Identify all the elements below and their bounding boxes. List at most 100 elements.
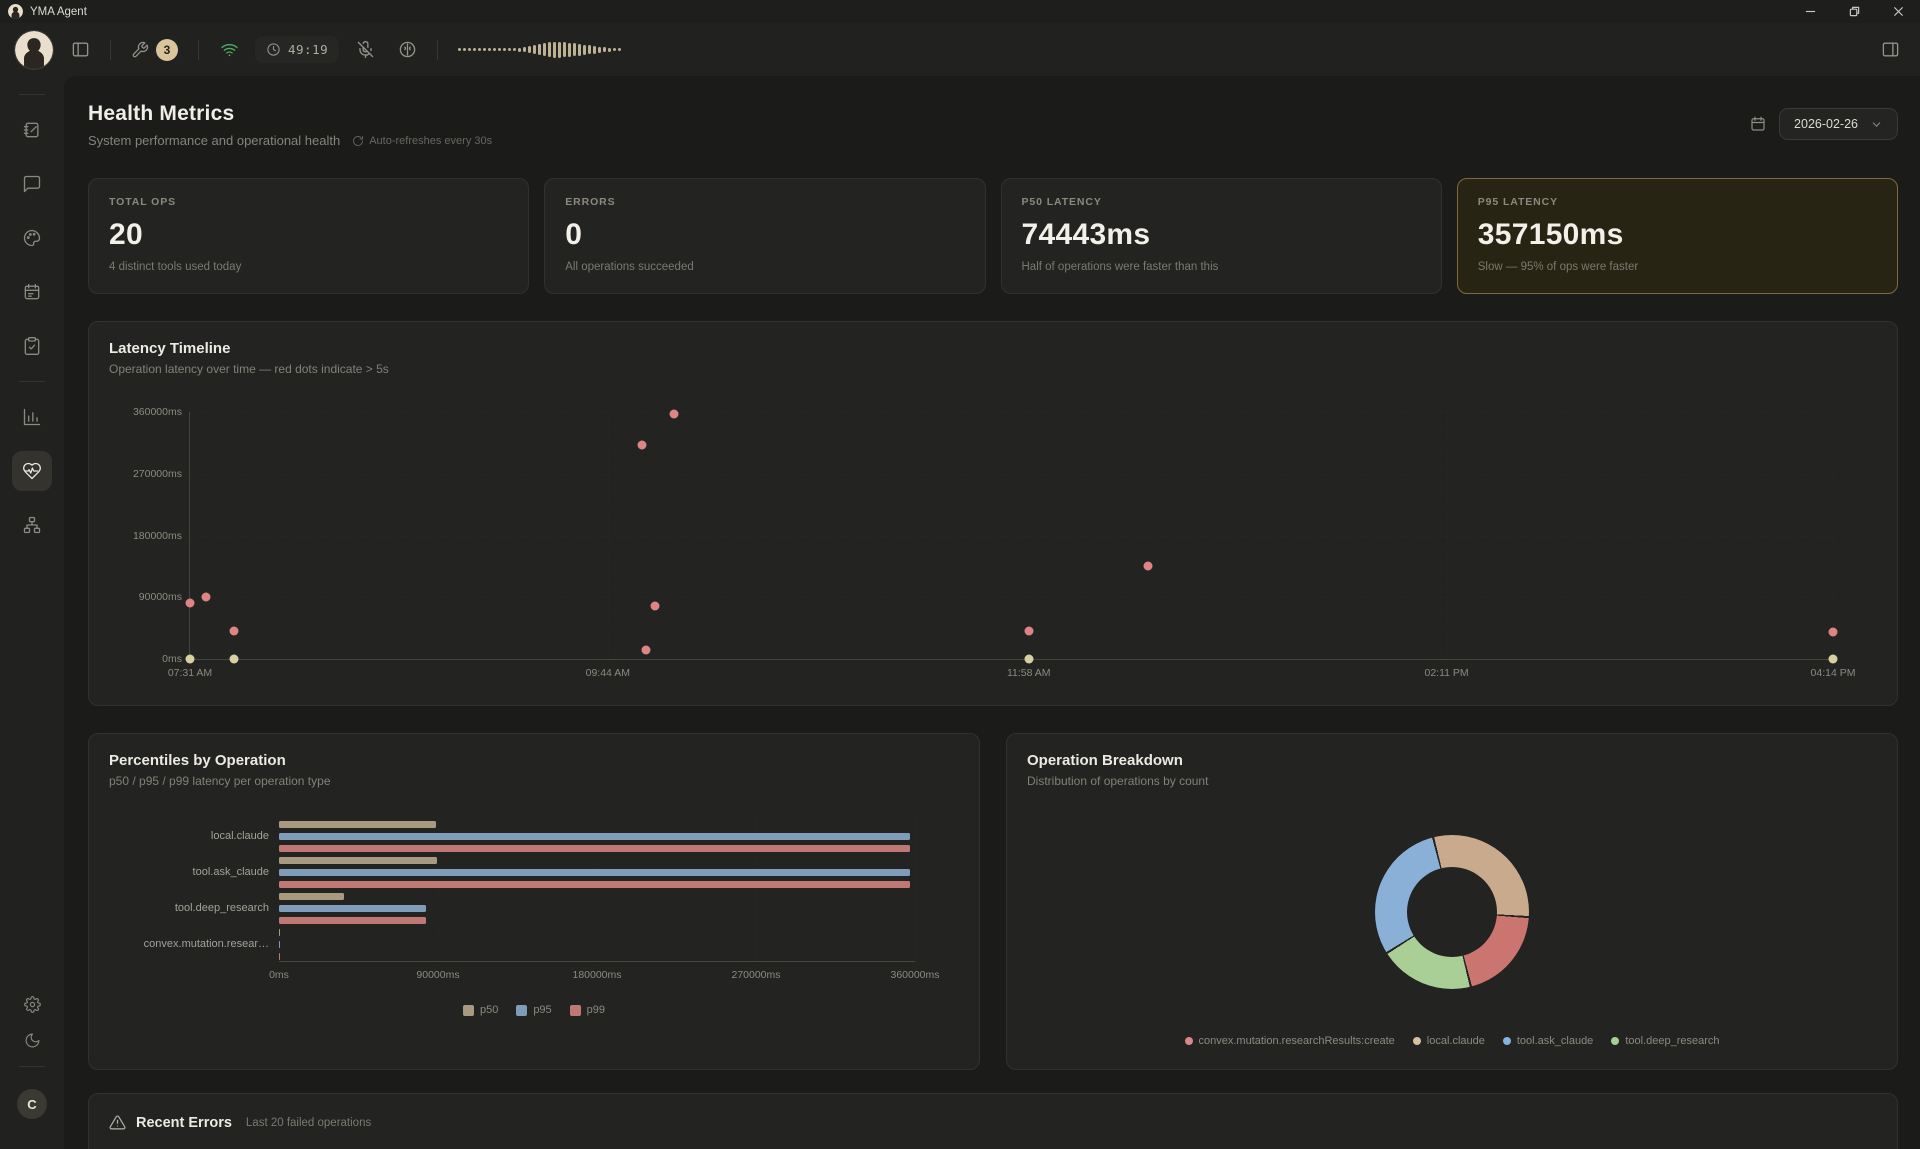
latency-point[interactable] xyxy=(1024,654,1034,664)
waveform-bar xyxy=(568,42,571,57)
waveform-bar xyxy=(488,48,491,51)
v-gridline xyxy=(1833,412,1834,659)
maximize-button[interactable] xyxy=(1832,0,1876,23)
sidebar-item-design[interactable] xyxy=(12,218,52,258)
x-axis-tick: 02:11 PM xyxy=(1424,667,1469,679)
sidebar: C xyxy=(0,76,64,1149)
date-select[interactable]: 2026-02-26 xyxy=(1779,108,1898,140)
percentile-bar-p99[interactable] xyxy=(279,880,910,888)
waveform-bar xyxy=(578,43,581,56)
waveform-bar xyxy=(563,42,566,57)
latency-point[interactable] xyxy=(185,598,195,608)
stat-card: ERRORS 0 All operations succeeded xyxy=(544,178,986,294)
panel-right-toggle[interactable] xyxy=(1874,34,1906,66)
chart-title: Latency Timeline xyxy=(109,340,231,357)
latency-point[interactable] xyxy=(1828,654,1838,664)
latency-point[interactable] xyxy=(650,601,660,611)
percentiles-bar-plot: 0ms 90000ms 180000ms 270000ms 360000ms local.… xyxy=(144,818,940,981)
minimize-button[interactable] xyxy=(1788,0,1832,23)
app-title: YMA Agent xyxy=(30,5,87,18)
section-title: Recent Errors xyxy=(136,1114,232,1131)
percentile-bar-p50[interactable] xyxy=(279,856,438,864)
sidebar-item-chat[interactable] xyxy=(12,164,52,204)
sidebar-item-agents[interactable] xyxy=(12,505,52,545)
operations-donut-chart[interactable] xyxy=(1375,834,1529,989)
percentile-bar-p95[interactable] xyxy=(279,904,426,912)
v-gridline xyxy=(607,412,609,659)
percentile-bar-p99[interactable] xyxy=(279,844,910,852)
percentiles-legend: p50 p95 p99 xyxy=(109,1004,959,1016)
latency-point[interactable] xyxy=(1828,627,1838,637)
legend-swatch xyxy=(462,1004,474,1016)
sidebar-item-notes[interactable] xyxy=(12,110,52,150)
chart-title: Percentiles by Operation xyxy=(109,752,286,769)
percentile-bar-p95[interactable] xyxy=(279,868,910,876)
latency-point[interactable] xyxy=(1143,561,1153,571)
theme-toggle-button[interactable] xyxy=(16,1024,48,1056)
stat-value: 357150ms xyxy=(1477,218,1624,251)
tools-indicator[interactable]: 3 xyxy=(125,35,184,65)
percentile-bar-p95[interactable] xyxy=(279,832,910,840)
waveform-bar xyxy=(613,48,616,51)
mic-off-button[interactable] xyxy=(349,34,381,66)
x-axis-tick: 07:31 AM xyxy=(167,667,213,679)
calendar-icon[interactable] xyxy=(1749,115,1767,133)
latency-point[interactable] xyxy=(641,645,651,655)
legend-swatch xyxy=(569,1004,581,1016)
sidebar-item-tasks[interactable] xyxy=(12,326,52,366)
sidebar-divider xyxy=(19,1066,45,1067)
auto-refresh-note: Auto-refreshes every 30s xyxy=(352,135,492,147)
legend-swatch xyxy=(516,1004,528,1016)
x-axis-tick: 0ms xyxy=(269,969,289,981)
latency-point[interactable] xyxy=(669,409,679,419)
latency-point[interactable] xyxy=(185,654,195,664)
timer-value: 49:19 xyxy=(288,42,329,57)
percentile-bar-p50[interactable] xyxy=(279,820,437,828)
user-avatar[interactable] xyxy=(14,29,54,70)
latency-point[interactable] xyxy=(637,440,647,450)
sidebar-item-calendar[interactable] xyxy=(12,272,52,312)
waveform-bar xyxy=(533,45,536,54)
stat-cards-row: TOTAL OPS 20 4 distinct tools used today… xyxy=(88,178,1898,294)
donut-wrap xyxy=(1027,788,1877,1035)
waveform-bar xyxy=(478,48,481,51)
tools-count-badge: 3 xyxy=(156,38,178,61)
latency-point[interactable] xyxy=(1024,626,1034,636)
sidebar-settings-button[interactable] xyxy=(16,988,48,1020)
waveform-bar xyxy=(498,48,501,51)
percentile-bar-p95[interactable] xyxy=(279,940,281,948)
app-logo-icon xyxy=(8,4,23,19)
org-chart-icon xyxy=(23,516,41,534)
sidebar-item-health[interactable] xyxy=(12,451,52,491)
close-button[interactable] xyxy=(1876,0,1920,23)
calendar-icon xyxy=(24,283,40,300)
legend-item-p99: p99 xyxy=(569,1004,605,1016)
brain-button[interactable] xyxy=(391,34,423,66)
sidebar-item-analytics[interactable] xyxy=(12,397,52,437)
latency-point[interactable] xyxy=(229,626,239,636)
h-gridline xyxy=(190,597,1833,599)
toolbar-divider xyxy=(110,39,111,60)
percentile-bar-p50[interactable] xyxy=(279,892,345,900)
panel-left-toggle[interactable] xyxy=(64,34,96,66)
waveform-bar xyxy=(538,44,541,55)
chart-subtitle: p50 / p95 / p99 latency per operation ty… xyxy=(109,774,331,788)
x-axis-tick: 270000ms xyxy=(731,969,781,981)
percentile-bar-p99[interactable] xyxy=(279,916,426,924)
latency-point[interactable] xyxy=(201,592,211,602)
percentile-bar-p50[interactable] xyxy=(279,928,280,936)
wifi-indicator[interactable] xyxy=(213,34,245,66)
page-title: Health Metrics xyxy=(88,102,235,125)
waveform-bar xyxy=(493,48,496,51)
heart-pulse-icon xyxy=(23,462,41,480)
waveform-bar xyxy=(503,48,506,51)
waveform-bar xyxy=(513,48,516,51)
x-axis-tick: 360000ms xyxy=(890,969,940,981)
waveform-bar xyxy=(543,43,546,56)
waveform-bar xyxy=(603,47,606,52)
latency-point[interactable] xyxy=(229,654,239,664)
workspace-avatar[interactable]: C xyxy=(17,1089,47,1119)
percentile-bar-p99[interactable] xyxy=(279,952,281,960)
waveform-bar xyxy=(608,47,611,52)
